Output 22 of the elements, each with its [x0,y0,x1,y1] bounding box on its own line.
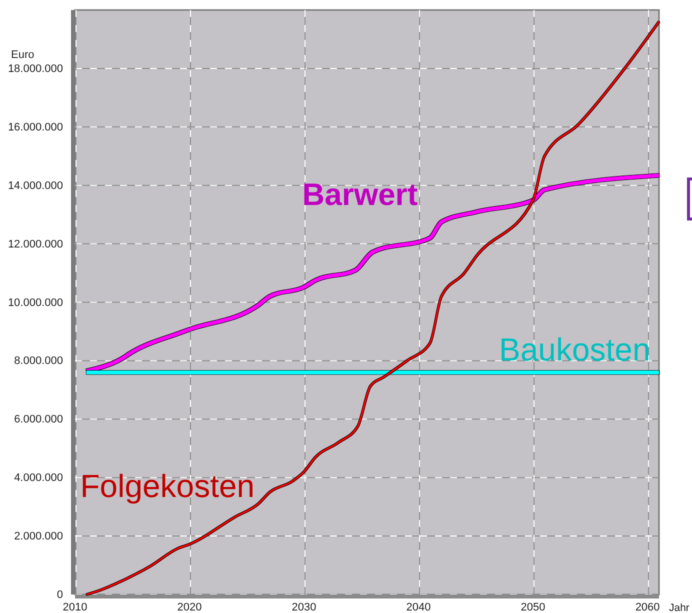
y-tick-label: 12.000.000 [8,238,63,250]
series-label: Folgekosten [80,468,255,504]
x-axis-title: Jahr [669,602,690,613]
y-tick-label: 16.000.000 [8,121,63,134]
y-tick-label: 8.000.000 [14,355,63,368]
x-tick-label: 2050 [520,601,546,613]
x-tick-label: 2040 [406,601,431,613]
x-tick-label: 2020 [177,601,202,613]
x-tick-label: 2030 [292,601,316,613]
y-tick-label: 0 [56,589,63,602]
y-tick-label: 18.000.000 [8,62,63,75]
x-tick-label: 2060 [635,601,660,613]
y-tick-label: 2.000.000 [14,530,63,543]
line-series [84,174,661,373]
series-label: Baukosten [499,332,650,368]
y-tick-label: 10.000.000 [8,296,63,309]
y-tick-label: 6.000.000 [14,414,63,426]
x-tick-label: 2010 [62,601,88,613]
y-tick-label: 14.000.000 [8,180,63,192]
series-label: Barwert [302,177,418,212]
y-tick-label: 4.000.000 [14,472,63,484]
y-axis-title: Euro [11,49,34,61]
